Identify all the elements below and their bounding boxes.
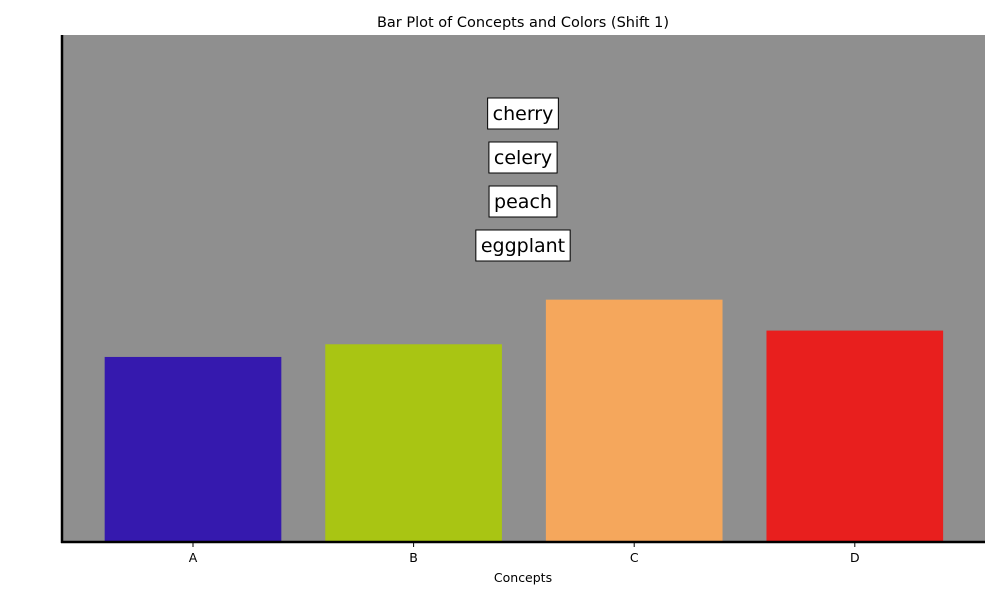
annotation-frame-peach — [488, 185, 558, 218]
x-tick-label-a: A — [189, 550, 198, 565]
annotation-text-eggplant: eggplant — [481, 235, 565, 257]
annotation-frame-eggplant — [475, 229, 571, 262]
annotation-box-cherry: cherry — [487, 97, 559, 130]
bar-a — [104, 356, 282, 542]
annotation-box-peach: peach — [488, 185, 558, 218]
bars-group — [104, 299, 944, 542]
annotation-text-peach: peach — [494, 191, 552, 213]
annotation-box-celery: celery — [488, 141, 558, 174]
x-tick-label-b: B — [409, 550, 418, 565]
annotation-frame-celery — [488, 141, 558, 174]
x-axis-label: Concepts — [494, 570, 552, 585]
x-ticks-group: A B C D — [189, 542, 860, 565]
annotation-frame-cherry — [487, 97, 559, 130]
bar-d — [766, 330, 944, 542]
x-tick-label-c: C — [630, 550, 639, 565]
chart-title: Bar Plot of Concepts and Colors (Shift 1… — [377, 15, 669, 31]
annotation-box-eggplant: eggplant — [475, 229, 571, 262]
x-tick-label-d: D — [850, 550, 860, 565]
annotation-text-celery: celery — [494, 147, 552, 169]
bar-c — [545, 299, 723, 542]
bar-b — [325, 344, 502, 542]
annotation-text-cherry: cherry — [493, 103, 554, 125]
annotation-group: cherry celery peach eggplant — [475, 97, 571, 262]
